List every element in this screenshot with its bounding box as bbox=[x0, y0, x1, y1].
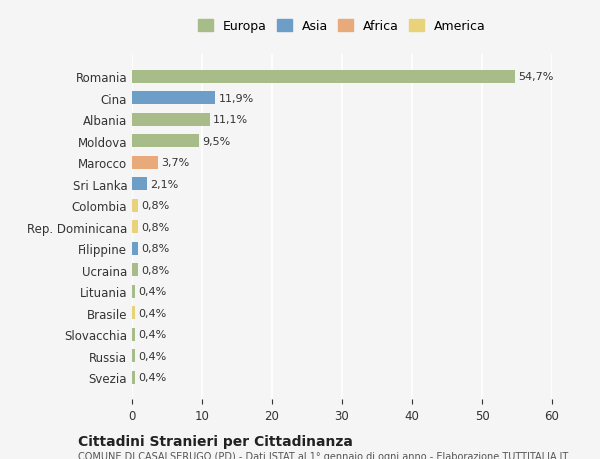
Text: 0,4%: 0,4% bbox=[139, 372, 167, 382]
Text: 0,8%: 0,8% bbox=[141, 265, 169, 275]
Text: 9,5%: 9,5% bbox=[202, 136, 230, 146]
Bar bbox=[132, 328, 135, 341]
Bar bbox=[132, 307, 135, 319]
Text: Cittadini Stranieri per Cittadinanza: Cittadini Stranieri per Cittadinanza bbox=[78, 434, 353, 448]
Bar bbox=[132, 285, 135, 298]
Text: 3,7%: 3,7% bbox=[161, 158, 190, 168]
Bar bbox=[132, 71, 515, 84]
Bar bbox=[132, 349, 135, 362]
Bar bbox=[132, 178, 146, 191]
Bar bbox=[132, 263, 137, 276]
Bar bbox=[132, 113, 210, 127]
Text: 54,7%: 54,7% bbox=[518, 72, 554, 82]
Text: 2,1%: 2,1% bbox=[150, 179, 178, 189]
Bar bbox=[132, 242, 137, 255]
Text: 0,8%: 0,8% bbox=[141, 222, 169, 232]
Bar bbox=[132, 135, 199, 148]
Text: COMUNE DI CASALSERUGO (PD) - Dati ISTAT al 1° gennaio di ogni anno - Elaborazion: COMUNE DI CASALSERUGO (PD) - Dati ISTAT … bbox=[78, 451, 568, 459]
Bar bbox=[132, 199, 137, 212]
Text: 0,4%: 0,4% bbox=[139, 286, 167, 297]
Text: 0,4%: 0,4% bbox=[139, 308, 167, 318]
Text: 0,8%: 0,8% bbox=[141, 244, 169, 254]
Text: 0,4%: 0,4% bbox=[139, 351, 167, 361]
Bar bbox=[132, 371, 135, 384]
Text: 11,9%: 11,9% bbox=[219, 94, 254, 104]
Bar bbox=[132, 92, 215, 105]
Text: 11,1%: 11,1% bbox=[213, 115, 248, 125]
Bar bbox=[132, 221, 137, 234]
Bar bbox=[132, 157, 158, 169]
Legend: Europa, Asia, Africa, America: Europa, Asia, Africa, America bbox=[194, 17, 490, 37]
Text: 0,8%: 0,8% bbox=[141, 201, 169, 211]
Text: 0,4%: 0,4% bbox=[139, 330, 167, 339]
